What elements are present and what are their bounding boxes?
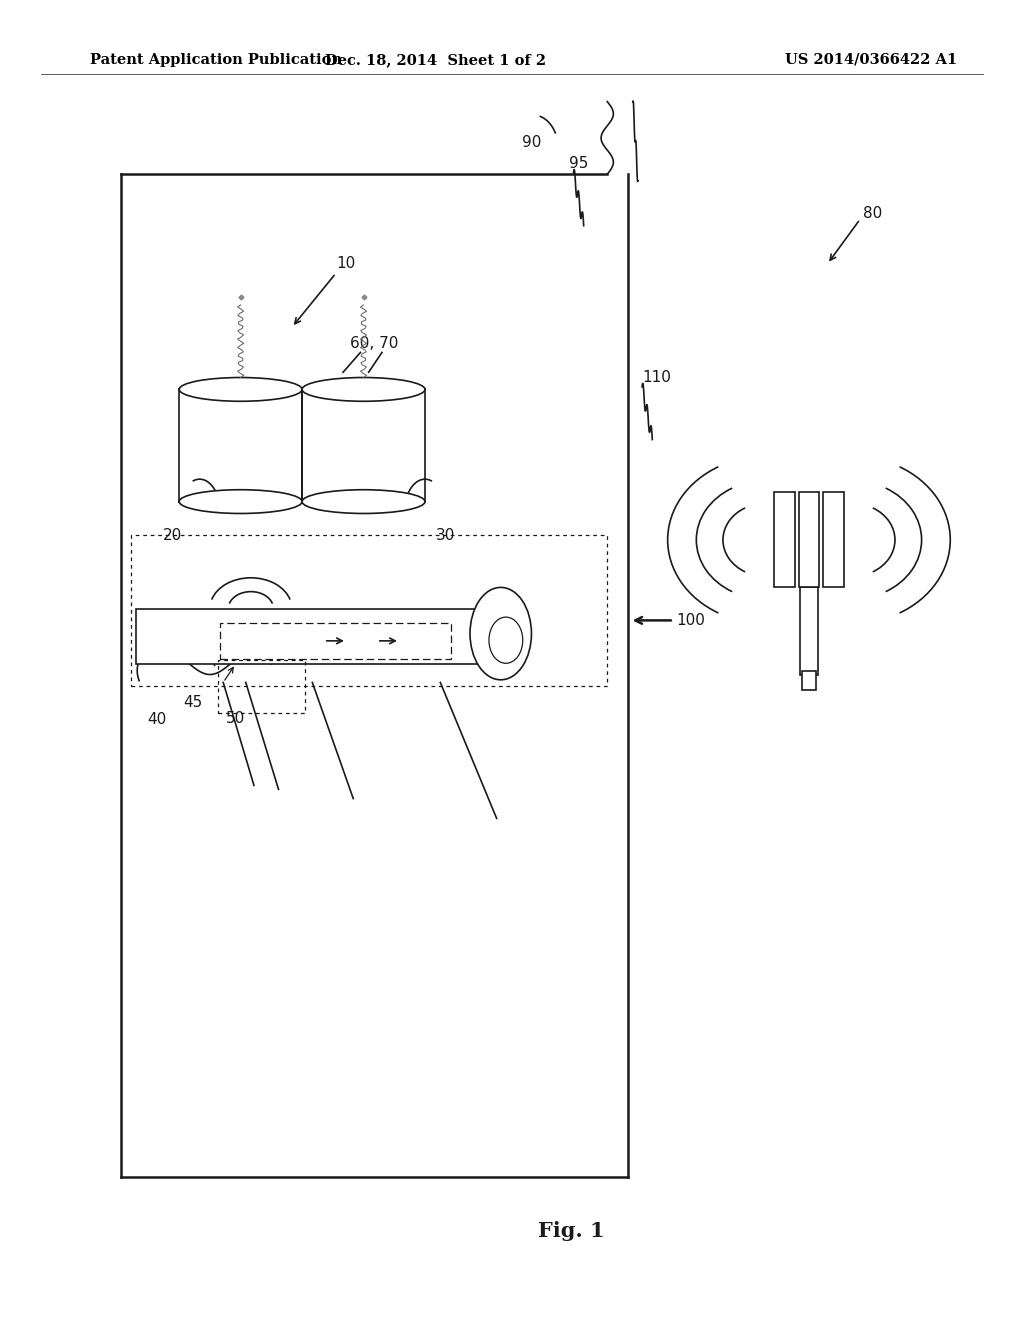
Text: Fig. 1: Fig. 1 [538, 1221, 605, 1241]
Ellipse shape [489, 616, 522, 663]
Bar [136, 609, 495, 664]
Text: 80: 80 [863, 206, 883, 222]
Text: 50: 50 [226, 710, 245, 726]
Bar [220, 623, 451, 659]
Bar [131, 535, 607, 686]
Text: 110: 110 [642, 370, 671, 385]
Ellipse shape [302, 490, 425, 513]
Bar [218, 660, 305, 713]
Text: 45: 45 [183, 694, 202, 710]
Text: Dec. 18, 2014  Sheet 1 of 2: Dec. 18, 2014 Sheet 1 of 2 [325, 53, 546, 67]
Text: 90: 90 [522, 135, 542, 150]
Text: 20: 20 [163, 528, 181, 544]
Text: 60, 70: 60, 70 [349, 335, 398, 351]
Ellipse shape [179, 490, 302, 513]
Ellipse shape [302, 378, 425, 401]
Ellipse shape [179, 378, 302, 401]
Ellipse shape [470, 587, 531, 680]
Text: US 2014/0366422 A1: US 2014/0366422 A1 [785, 53, 957, 67]
Text: 40: 40 [147, 711, 166, 727]
Bar [774, 492, 795, 587]
Bar [799, 492, 819, 587]
Bar [800, 587, 818, 675]
Text: 95: 95 [569, 156, 589, 172]
Bar [802, 671, 816, 690]
Text: 30: 30 [436, 528, 455, 544]
Text: Patent Application Publication: Patent Application Publication [90, 53, 342, 67]
Text: 10: 10 [337, 256, 355, 272]
Text: 100: 100 [676, 612, 705, 628]
Bar [823, 492, 844, 587]
